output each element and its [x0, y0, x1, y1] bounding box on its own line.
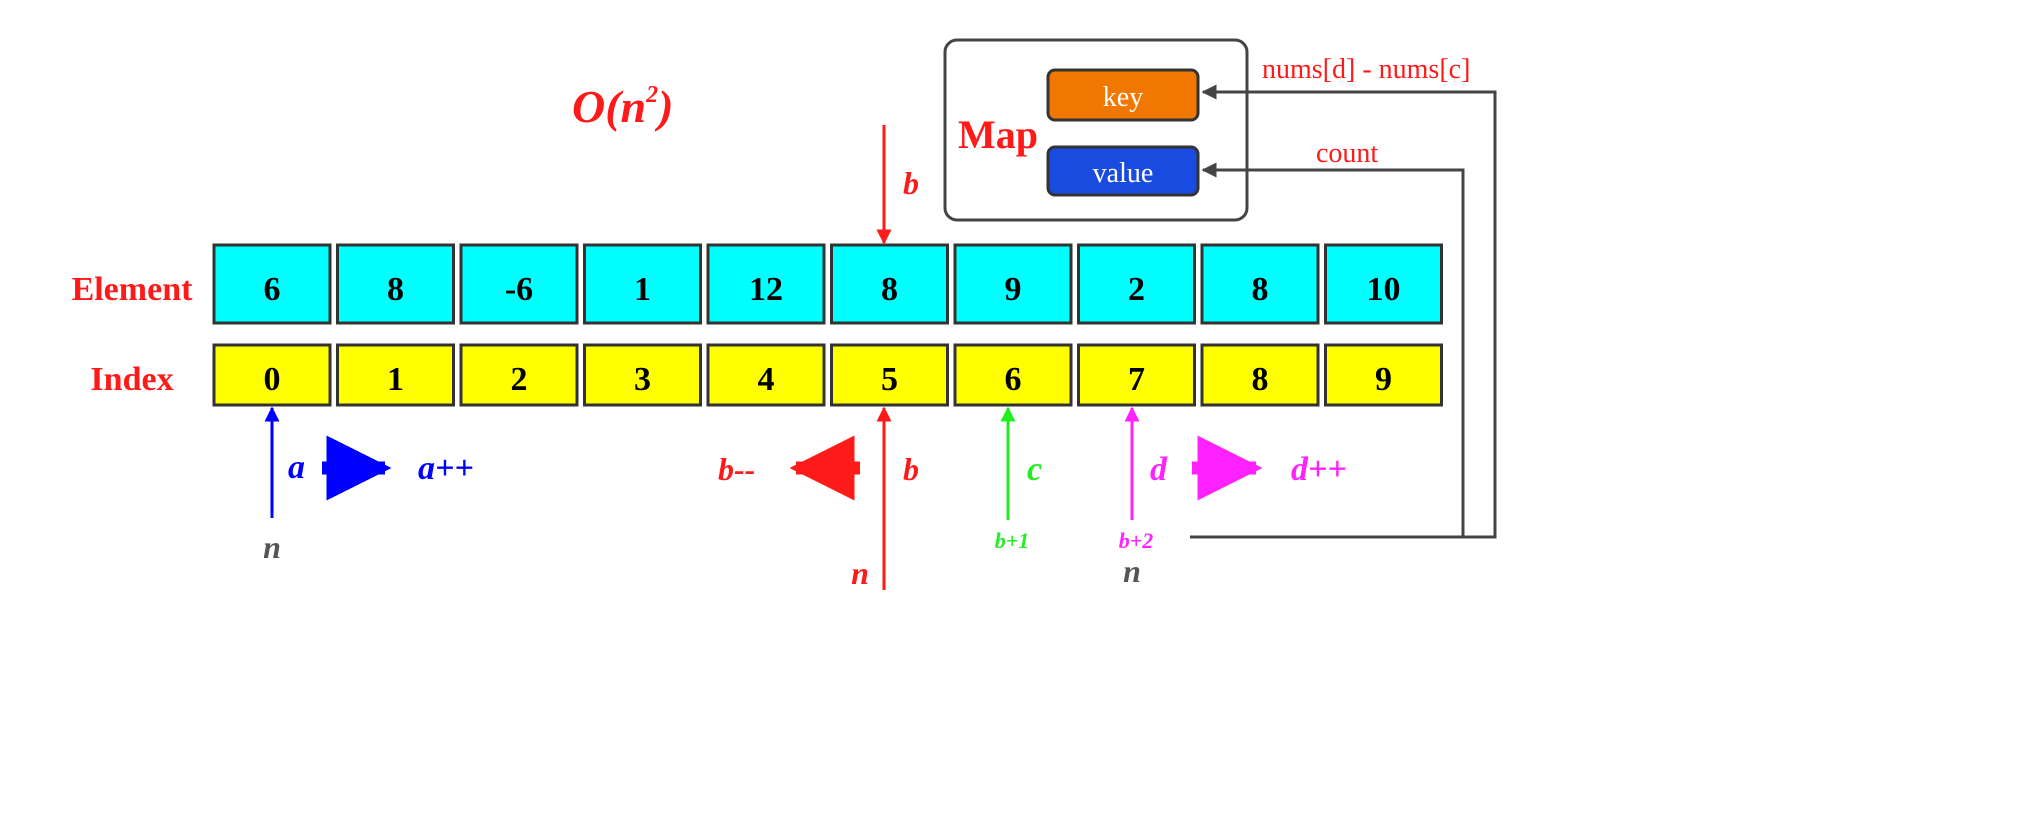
value-connector — [1201, 162, 1465, 537]
a-pointer-label: a — [288, 449, 305, 486]
index-cell — [1324, 343, 1443, 407]
element-value: 12 — [749, 271, 783, 308]
element-value: 8 — [1252, 271, 1269, 308]
index-cell — [336, 343, 455, 407]
c-pointer-label: c — [1027, 451, 1042, 488]
index-value: 6 — [1005, 361, 1022, 398]
index-value: 4 — [758, 361, 775, 398]
element-value: 6 — [264, 271, 281, 308]
key-connector — [1190, 84, 1497, 539]
index-value: 7 — [1128, 361, 1145, 398]
index-cell — [706, 343, 826, 407]
d-pointer-label: d — [1150, 451, 1168, 488]
map-key-label: key — [1103, 82, 1143, 113]
index-row: 0 1 2 3 4 5 6 7 8 9 — [212, 343, 1443, 407]
element-row: 6 8 -6 1 12 8 9 2 8 10 — [212, 243, 1443, 325]
element-cell — [1200, 243, 1320, 325]
complexity-exponent: 2 — [645, 82, 658, 108]
element-cell — [459, 243, 579, 325]
map-value-label: value — [1093, 158, 1154, 189]
index-cell — [830, 343, 949, 407]
a-move-label: a++ — [418, 450, 474, 487]
a-bound-label: n — [263, 529, 281, 565]
index-cell — [1077, 343, 1196, 407]
complexity-base: O(n — [572, 81, 646, 132]
index-value: 8 — [1252, 361, 1269, 398]
element-cell — [830, 243, 949, 325]
element-value: 8 — [387, 271, 404, 308]
element-value: 8 — [881, 271, 898, 308]
index-row-label: Index — [90, 361, 173, 398]
map-value-box — [1046, 145, 1200, 197]
map-box: Map key value — [943, 38, 1249, 222]
map-key-box — [1046, 68, 1200, 122]
element-cell — [953, 243, 1073, 325]
element-row-label: Element — [72, 271, 194, 308]
complexity-close: ) — [654, 81, 673, 132]
key-source-label: nums[d] - nums[c] — [1262, 54, 1470, 85]
index-cell — [459, 343, 579, 407]
element-cell — [212, 243, 332, 325]
b-bound-label: n — [851, 555, 869, 591]
index-value: 3 — [634, 361, 651, 398]
b-move-label: b-- — [718, 451, 755, 487]
element-cell — [336, 243, 455, 325]
element-value: 10 — [1367, 271, 1401, 308]
index-value: 5 — [881, 361, 898, 398]
map-connectors — [1190, 84, 1497, 539]
map-title: Map — [958, 112, 1038, 157]
element-value: 1 — [634, 271, 651, 308]
element-value: -6 — [505, 271, 533, 308]
index-cell — [953, 343, 1073, 407]
b-top-label: b — [903, 165, 919, 201]
element-cell — [706, 243, 826, 325]
d-start-label: b+2 — [1119, 528, 1154, 553]
index-cell — [1200, 343, 1320, 407]
value-source-label: count — [1316, 138, 1378, 169]
index-value: 1 — [387, 361, 404, 398]
index-value: 0 — [264, 361, 281, 398]
element-cell — [583, 243, 702, 325]
element-cell — [1324, 243, 1443, 325]
element-cell — [1077, 243, 1196, 325]
element-value: 2 — [1128, 271, 1145, 308]
c-start-label: b+1 — [995, 528, 1030, 553]
index-value: 9 — [1375, 361, 1392, 398]
d-move-label: d++ — [1291, 451, 1347, 488]
b-pointer-label: b — [903, 451, 919, 487]
element-value: 9 — [1005, 271, 1022, 308]
index-value: 2 — [511, 361, 528, 398]
index-cell — [212, 343, 332, 407]
d-bound-label: n — [1123, 553, 1141, 589]
complexity-label: O(n2) — [572, 81, 673, 132]
index-cell — [583, 343, 702, 407]
